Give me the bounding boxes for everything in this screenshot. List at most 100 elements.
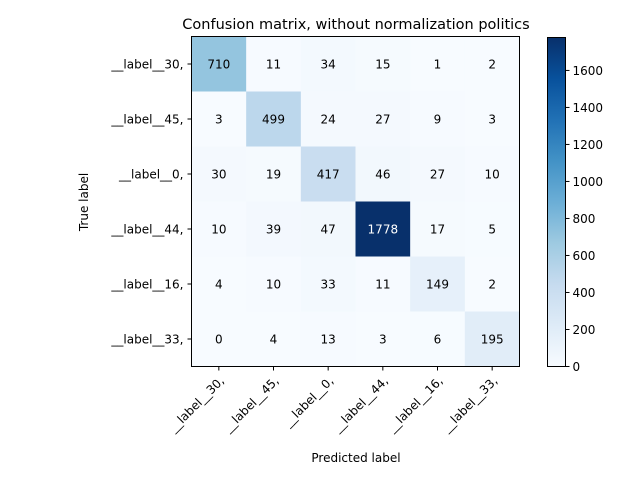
colorbar-tick-label: 600 [573, 249, 596, 263]
heatmap-cell [464, 91, 520, 147]
x-tick-label: __label__0, [280, 374, 336, 430]
heatmap-cell [355, 201, 411, 257]
heatmap-cell [355, 36, 411, 92]
x-tick-label: __label__30, [165, 374, 227, 436]
cell-value-label: 3 [488, 113, 496, 127]
heatmap-cell [464, 146, 520, 202]
x-axis-label: Predicted label [311, 451, 400, 465]
heatmap-cell [246, 311, 302, 367]
heatmap-cell [410, 256, 466, 312]
cell-value-label: 3 [215, 113, 223, 127]
cell-value-label: 4 [215, 278, 223, 292]
x-tick-label: __label__44, [329, 374, 391, 436]
cell-value-label: 46 [375, 168, 390, 182]
heatmap-cell [191, 91, 247, 147]
colorbar [547, 37, 566, 367]
heatmap-cell [355, 146, 411, 202]
cell-value-label: 27 [430, 168, 445, 182]
colorbar-ticks: 0 200 400 600 800 1000 1200 1400 1600 [565, 64, 604, 374]
heatmap-cell [246, 36, 302, 92]
heatmap-cell [410, 311, 466, 367]
cell-value-label: 34 [321, 58, 336, 72]
x-tick-label: __label__16, [384, 374, 446, 436]
colorbar-gradient [547, 37, 566, 367]
chart-title: Confusion matrix, without normalization … [182, 17, 529, 33]
colorbar-tick-label: 0 [573, 360, 581, 374]
heatmap-cell [191, 256, 247, 312]
heatmap-cell [464, 256, 520, 312]
heatmap-cell [464, 311, 520, 367]
heatmap-cell [191, 36, 247, 92]
heatmap-cell [191, 146, 247, 202]
cell-value-label: 1778 [368, 223, 399, 237]
x-tick-label: __label__45, [220, 374, 282, 436]
heatmap-cell [246, 256, 302, 312]
cell-value-label: 6 [434, 333, 442, 347]
y-axis-label: True label [77, 173, 91, 232]
y-tick-label: __label__33, [110, 333, 183, 347]
colorbar-tick-label: 200 [573, 323, 596, 337]
cell-value-label: 710 [207, 58, 230, 72]
heatmap-cell [410, 201, 466, 257]
y-tick-label: __label__16, [110, 278, 183, 292]
colorbar-tick-label: 1200 [573, 138, 604, 152]
heatmap-cell [355, 91, 411, 147]
cell-value-label: 19 [266, 168, 281, 182]
heatmap-cell [246, 91, 302, 147]
colorbar-tick-label: 400 [573, 286, 596, 300]
heatmap-cell [464, 201, 520, 257]
colorbar-tick-label: 1000 [573, 175, 604, 189]
cell-value-label: 5 [488, 223, 496, 237]
cell-value-label: 11 [266, 58, 281, 72]
heatmap-cell [300, 36, 356, 92]
cell-value-label: 11 [375, 278, 390, 292]
cell-value-label: 10 [266, 278, 281, 292]
heatmap-cell [300, 91, 356, 147]
heatmap-cell [300, 201, 356, 257]
cell-value-label: 47 [321, 223, 336, 237]
heatmap-cell [355, 256, 411, 312]
cell-value-label: 149 [426, 278, 449, 292]
cell-value-label: 4 [270, 333, 278, 347]
cell-value-label: 27 [375, 113, 390, 127]
cell-value-label: 17 [430, 223, 445, 237]
cell-value-label: 10 [485, 168, 500, 182]
y-tick-label: __label__45, [110, 113, 183, 127]
y-axis-ticks: __label__30, __label__45, __label__0, __lab… [110, 58, 192, 347]
cell-value-label: 10 [211, 223, 226, 237]
plot-frame [191, 36, 520, 367]
cell-value-label: 1 [434, 58, 442, 72]
y-tick-label: __label__30, [110, 58, 183, 72]
heatmap-cell [246, 146, 302, 202]
cell-value-label: 13 [321, 333, 336, 347]
heatmap-cell [355, 311, 411, 367]
cell-value-label: 417 [317, 168, 340, 182]
colorbar-tick-label: 1600 [573, 64, 604, 78]
heatmap-cell [191, 201, 247, 257]
cell-value-label: 24 [321, 113, 336, 127]
heatmap-cell [410, 91, 466, 147]
cell-value-label: 2 [488, 278, 496, 292]
colorbar-tick-label: 800 [573, 212, 596, 226]
cell-value-label: 2 [488, 58, 496, 72]
cell-value-label: 30 [211, 168, 226, 182]
cell-value-label: 195 [481, 333, 504, 347]
x-axis-ticks: __label__30,__label__45, __label__0,__lab… [165, 366, 501, 436]
heatmap-cell [300, 311, 356, 367]
y-tick-label: __label__44, [110, 223, 183, 237]
x-tick-label: __label__33, [439, 374, 501, 436]
cell-value-label: 0 [215, 333, 223, 347]
heatmap-cell [410, 36, 466, 92]
heatmap-cell [246, 201, 302, 257]
cell-value-label: 39 [266, 223, 281, 237]
heatmap-cell [300, 256, 356, 312]
cell-value-label: 33 [321, 278, 336, 292]
cell-value-label: 3 [379, 333, 387, 347]
heatmap-cell [464, 36, 520, 92]
heatmap-cell [410, 146, 466, 202]
heatmap-cell [191, 311, 247, 367]
cell-value-label: 499 [262, 113, 285, 127]
cell-value-label: 15 [375, 58, 390, 72]
